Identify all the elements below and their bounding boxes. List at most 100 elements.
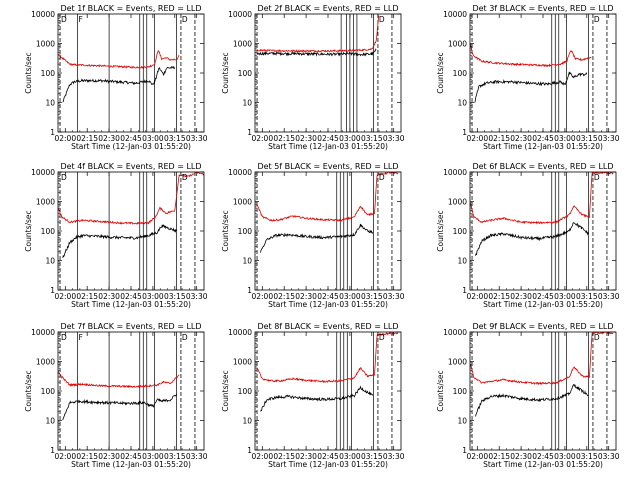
plot-frame — [469, 331, 617, 451]
series-group — [58, 49, 180, 103]
y-tick-label: 1000 — [233, 198, 252, 207]
y-tick-label: 10000 — [228, 10, 252, 19]
marker-label: F — [79, 333, 83, 342]
series-events-line — [260, 385, 374, 412]
panel-title: Det 4f BLACK = Events, RED = LLD — [60, 162, 201, 171]
x-tick-label: 02:00 — [54, 134, 76, 143]
x-axis-label: Start Time (12-Jan-03 01:55:20) — [268, 460, 388, 469]
series-group — [58, 172, 204, 258]
y-axis-label: Counts/sec — [436, 52, 445, 93]
y-tick-label: 10000 — [443, 168, 467, 177]
x-tick-label: 02:30 — [98, 452, 120, 461]
y-tick-label: 1 — [247, 286, 252, 295]
x-tick-label: 03:30 — [186, 452, 208, 461]
x-tick-label: 03:30 — [598, 292, 620, 301]
y-tick-label: 1 — [247, 128, 252, 137]
x-tick-label: 03:30 — [186, 134, 208, 143]
x-tick-label: 03:15 — [164, 134, 186, 143]
x-tick-label: 02:45 — [317, 452, 339, 461]
series-group — [470, 172, 614, 256]
x-tick-label: 03:30 — [383, 134, 405, 143]
x-tick-label: 02:00 — [251, 292, 273, 301]
plot-frame — [469, 13, 617, 133]
y-tick-label: 1000 — [233, 40, 252, 49]
plot-frame — [57, 13, 205, 133]
series-lld-line — [58, 49, 180, 70]
x-tick-label: 02:30 — [98, 134, 120, 143]
x-tick-label: 03:00 — [142, 134, 164, 143]
y-tick-label: 1000 — [233, 358, 252, 367]
series-lld-line — [58, 371, 180, 389]
x-tick-label: 03:15 — [361, 452, 383, 461]
series-lld-line — [256, 332, 399, 384]
x-tick-label: 03:30 — [598, 452, 620, 461]
series-events-line — [475, 222, 589, 256]
y-axis-label: Counts/sec — [24, 370, 33, 411]
x-tick-label: 02:15 — [488, 292, 510, 301]
series-group — [470, 332, 614, 417]
x-tick-label: 02:15 — [488, 134, 510, 143]
y-tick-label: 10 — [242, 99, 252, 108]
y-tick-label: 1000 — [448, 198, 467, 207]
plot-frame — [57, 171, 205, 291]
x-tick-label: 02:15 — [76, 292, 98, 301]
x-axis-label: Start Time (12-Jan-03 01:55:20) — [483, 142, 603, 151]
y-axis-label: Counts/sec — [436, 370, 445, 411]
x-tick-label: 02:00 — [466, 292, 488, 301]
x-tick-label: 02:15 — [273, 134, 295, 143]
x-axis-label: Start Time (12-Jan-03 01:55:20) — [71, 300, 191, 309]
series-group — [470, 43, 592, 103]
x-tick-label: 03:00 — [142, 452, 164, 461]
x-tick-label: 03:30 — [186, 292, 208, 301]
y-tick-label: 10000 — [31, 168, 55, 177]
x-tick-label: 02:30 — [510, 292, 532, 301]
y-axis-label: Counts/sec — [221, 52, 230, 93]
x-tick-label: 02:15 — [76, 134, 98, 143]
x-tick-label: 02:45 — [120, 134, 142, 143]
y-tick-label: 10 — [242, 417, 252, 426]
series-events-line — [256, 48, 377, 57]
x-tick-label: 02:45 — [120, 452, 142, 461]
y-axis-label: Counts/sec — [221, 210, 230, 251]
y-tick-label: 100 — [41, 387, 56, 396]
x-axis-label: Start Time (12-Jan-03 01:55:20) — [483, 300, 603, 309]
panel-title: Det 6f BLACK = Events, RED = LLD — [472, 162, 613, 171]
x-tick-label: 03:15 — [361, 134, 383, 143]
y-tick-label: 1 — [50, 446, 55, 455]
y-tick-label: 100 — [41, 69, 56, 78]
x-tick-label: 03:00 — [554, 134, 576, 143]
y-tick-label: 10 — [457, 257, 467, 266]
plot-frame — [254, 171, 402, 291]
marker-label: F — [79, 15, 83, 24]
x-tick-label: 02:00 — [251, 452, 273, 461]
x-tick-label: 02:00 — [54, 292, 76, 301]
panel-det-7: Det 7f BLACK = Events, RED = LLD D F D 02:00… — [24, 322, 208, 469]
panel-title: Det 5f BLACK = Events, RED = LLD — [257, 162, 398, 171]
x-tick-label: 02:30 — [295, 452, 317, 461]
y-tick-label: 10000 — [228, 168, 252, 177]
x-tick-label: 03:00 — [554, 452, 576, 461]
y-tick-label: 1 — [462, 286, 467, 295]
marker-label: D — [182, 173, 188, 182]
x-tick-label: 02:30 — [510, 452, 532, 461]
series-events-line — [474, 71, 588, 103]
series-events-line — [475, 383, 589, 417]
x-tick-label: 03:00 — [339, 452, 361, 461]
x-axis-label: Start Time (12-Jan-03 01:55:20) — [71, 142, 191, 151]
x-tick-label: 03:30 — [383, 292, 405, 301]
x-tick-label: 02:30 — [295, 134, 317, 143]
x-tick-label: 03:00 — [142, 292, 164, 301]
y-tick-label: 1000 — [36, 358, 55, 367]
y-tick-label: 10 — [45, 417, 55, 426]
x-tick-label: 03:15 — [164, 452, 186, 461]
x-tick-label: 02:30 — [510, 134, 532, 143]
marker-label: D — [379, 333, 385, 342]
series-lld-line — [470, 172, 614, 225]
x-tick-label: 02:45 — [532, 452, 554, 461]
